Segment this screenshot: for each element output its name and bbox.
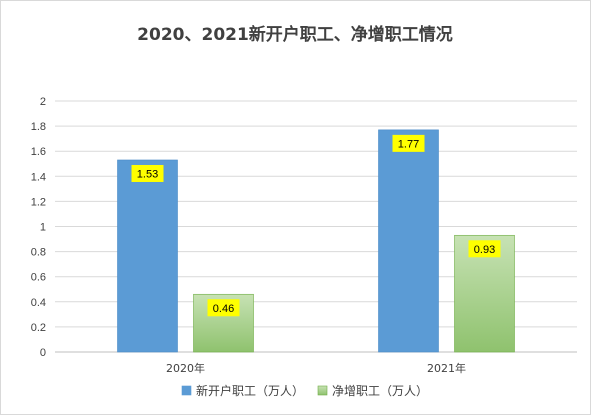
legend-swatch <box>317 385 328 396</box>
data-label-bg <box>131 164 164 182</box>
chart-title: 2020、2021新开户职工、净增职工情况 <box>137 24 453 45</box>
x-category-label: 2020年 <box>166 361 205 375</box>
y-axis-ticks: 0 0.2 0.4 0.6 0.8 1 1.2 1.4 1.6 1.8 2 <box>31 96 46 359</box>
x-category-label: 2021年 <box>427 361 466 375</box>
data-label: 1.77 <box>398 138 419 150</box>
data-label-bg <box>392 134 425 152</box>
data-label: 1.53 <box>137 168 158 180</box>
legend-label: 新开户职工（万人） <box>196 383 304 398</box>
y-tick-label: 1 <box>40 222 46 234</box>
y-tick-label: 0.4 <box>31 297 46 309</box>
x-axis-categories: 2020年 2021年 <box>166 361 466 375</box>
data-label-bg <box>207 299 240 317</box>
y-tick-label: 0.6 <box>31 272 46 284</box>
data-label: 0.93 <box>474 244 495 256</box>
y-tick-label: 1.4 <box>31 171 46 183</box>
y-tick-label: 1.6 <box>31 146 46 158</box>
y-tick-label: 0.2 <box>31 322 46 334</box>
y-tick-label: 1.2 <box>31 196 46 208</box>
data-label-bg <box>468 240 501 258</box>
data-label: 0.46 <box>213 303 234 315</box>
y-tick-label: 0 <box>40 347 46 359</box>
y-tick-label: 1.8 <box>31 121 46 133</box>
data-labels: 1.53 0.46 1.77 0.93 <box>131 134 501 317</box>
y-tick-label: 0.8 <box>31 247 46 259</box>
legend-label: 净增职工（万人） <box>332 384 428 398</box>
y-tick-label: 2 <box>40 96 46 108</box>
bar-new-accounts-1 <box>378 129 439 353</box>
legend-swatch <box>181 385 192 396</box>
bars <box>117 129 515 353</box>
legend: 新开户职工（万人） 净增职工（万人） <box>181 383 428 398</box>
bar-new-accounts-0 <box>117 159 178 353</box>
